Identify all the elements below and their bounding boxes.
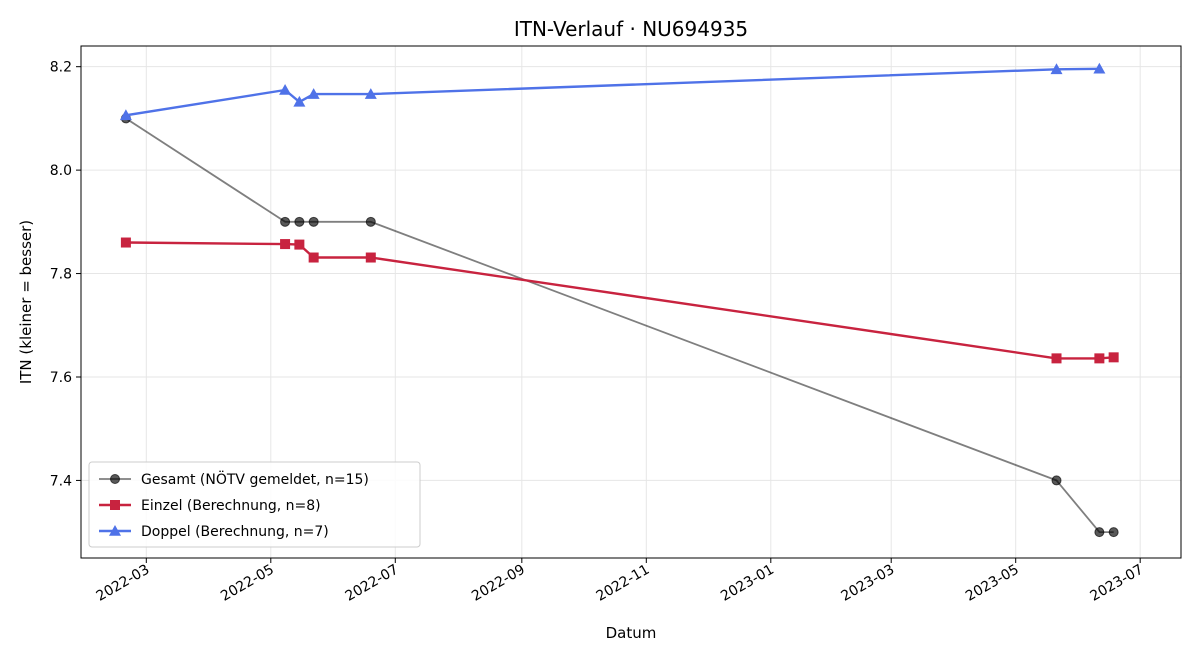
y-axis-label: ITN (kleiner = besser) [17, 220, 35, 384]
x-axis-label: Datum [606, 624, 657, 642]
legend: Gesamt (NÖTV gemeldet, n=15) Einzel (Bere… [88, 461, 421, 548]
legend-item: Einzel (Berechnung, n=8) [99, 498, 321, 514]
legend-marker [109, 525, 121, 536]
x-axis: 2022-03 2022-05 2022-07 2022-09 2022-11 2023-… [94, 558, 1147, 605]
data-point [119, 109, 132, 121]
data-point [1050, 63, 1063, 75]
y-tick-label: 8.0 [50, 163, 72, 179]
data-point [1051, 475, 1062, 486]
series-square [120, 237, 1119, 364]
series-triangle [119, 62, 1106, 121]
data-point [364, 88, 377, 99]
x-tick-label: 2022-07 [343, 562, 402, 605]
x-tick-label: 2023-01 [718, 562, 777, 605]
data-point [120, 237, 131, 248]
y-axis: 7.4 7.6 7.8 8.0 8.2 [50, 60, 81, 489]
x-tick-label: 2023-05 [963, 562, 1022, 605]
y-tick-label: 7.4 [50, 473, 72, 489]
x-tick-label: 2023-07 [1088, 562, 1147, 605]
y-tick-label: 8.2 [50, 60, 72, 76]
x-tick-label: 2022-11 [594, 562, 653, 605]
data-point [279, 83, 292, 95]
plot-frame [80, 45, 1182, 559]
legend-label: Einzel (Berechnung, n=8) [141, 498, 321, 514]
legend-label: Gesamt (NÖTV gemeldet, n=15) [141, 470, 369, 488]
data-point [280, 216, 291, 227]
x-tick-label: 2023-03 [839, 562, 898, 605]
data-point [1094, 527, 1105, 538]
data-point [1108, 527, 1119, 538]
y-tick-label: 7.8 [50, 267, 72, 283]
legend-item: Doppel (Berechnung, n=7) [99, 524, 329, 540]
legend-marker [110, 474, 120, 484]
series-line [125, 67, 1100, 117]
data-point [1108, 352, 1119, 363]
x-tick-label: 2022-09 [469, 562, 528, 605]
data-point [365, 216, 376, 227]
data-point [1051, 353, 1062, 364]
data-point [294, 239, 305, 250]
legend-box [88, 461, 421, 548]
legend-item: Gesamt (NÖTV gemeldet, n=15) [99, 470, 369, 488]
data-point [294, 216, 305, 227]
data-point [307, 88, 320, 99]
data-point [308, 216, 319, 227]
series-layer [119, 62, 1119, 538]
data-point [1093, 62, 1106, 74]
data-point [293, 95, 306, 107]
data-point [280, 239, 291, 250]
legend-label: Doppel (Berechnung, n=7) [141, 524, 329, 540]
series-circle [120, 113, 1119, 538]
legend-marker [110, 500, 120, 510]
series-line [125, 241, 1114, 360]
data-point [365, 252, 376, 263]
grid [81, 46, 1181, 558]
chart-title: ITN-Verlauf · NU694935 [514, 17, 748, 41]
data-point [1094, 353, 1105, 364]
x-tick-label: 2022-05 [218, 562, 277, 605]
y-tick-label: 7.6 [50, 370, 72, 386]
data-point [308, 252, 319, 263]
x-tick-label: 2022-03 [94, 562, 153, 605]
